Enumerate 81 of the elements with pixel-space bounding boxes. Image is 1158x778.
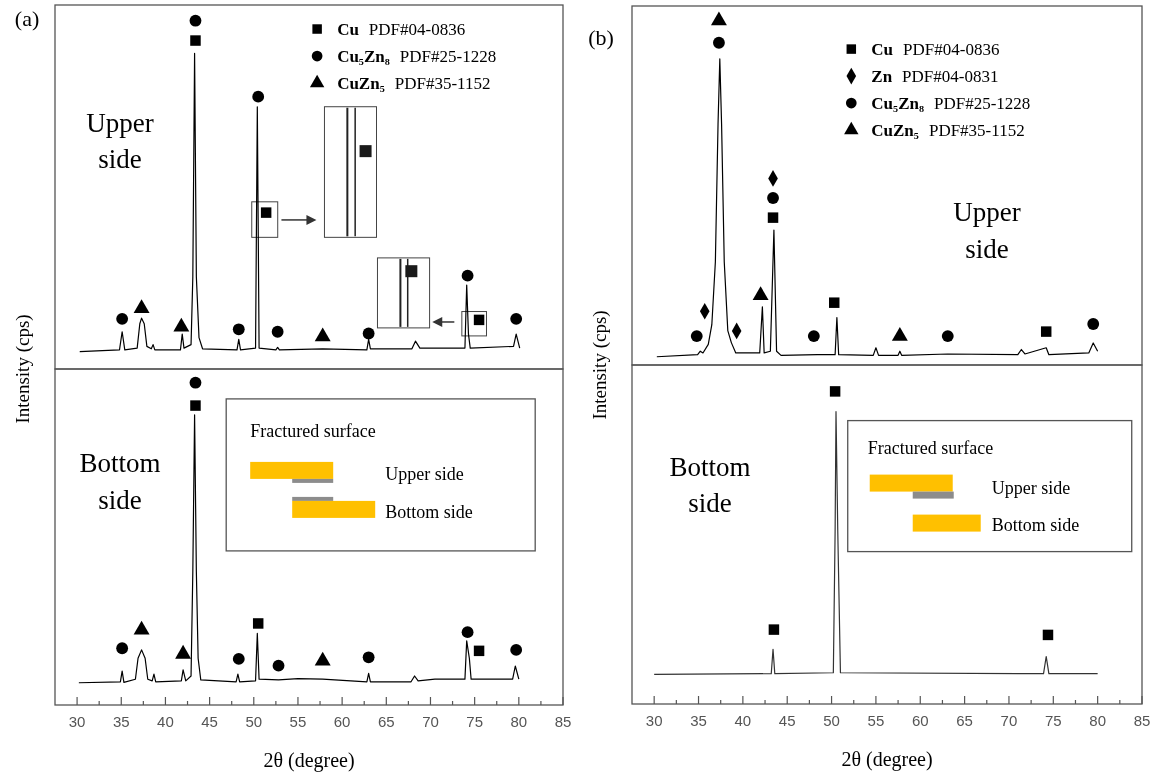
x-tick-label: 75	[466, 713, 483, 730]
annotation: Bottom side	[385, 501, 473, 522]
point	[362, 651, 375, 664]
point	[941, 330, 954, 342]
point	[510, 312, 523, 325]
point	[232, 323, 245, 336]
legend-label: CuZn₅ PDF#35-1152	[337, 74, 491, 94]
legend-label: CuZn₅ PDF#35-1152	[871, 121, 1025, 141]
x-tick-label: 55	[289, 713, 307, 730]
annotation: Upper side	[953, 197, 1021, 264]
x-tick-label: 75	[1044, 712, 1062, 729]
x-tick-label: 65	[377, 713, 395, 730]
point	[232, 653, 245, 665]
x-axis-title: 2θ (degree)	[841, 748, 933, 771]
annotation: Bottom side	[991, 514, 1080, 535]
point	[461, 626, 474, 639]
legend-label: Cu₅Zn₈ PDF#25-1228	[337, 47, 497, 67]
point	[362, 327, 375, 340]
point	[189, 376, 202, 389]
point	[713, 36, 725, 49]
x-tick-label: 70	[422, 713, 439, 730]
x-tick-label: 55	[867, 712, 885, 729]
point	[116, 312, 129, 325]
annotation: Upper side	[385, 463, 464, 484]
point	[190, 35, 201, 46]
x-tick-label: 50	[245, 713, 263, 730]
point	[767, 212, 779, 223]
point	[752, 286, 769, 301]
x-tick-label: 80	[1089, 712, 1106, 729]
x-tick-label: 30	[645, 712, 663, 729]
x-tick-label: 40	[734, 712, 752, 729]
annotation: Fractured surface	[867, 437, 994, 458]
x-tick-label: 60	[333, 713, 351, 730]
point	[189, 14, 202, 27]
point	[190, 400, 201, 411]
text: (b)	[588, 25, 614, 51]
y-axis-title: Intensity (cps)	[12, 314, 34, 424]
x-tick-label: 45	[778, 712, 796, 729]
point	[828, 297, 840, 308]
point	[271, 325, 284, 338]
x-tick-label: 30	[68, 713, 86, 730]
point	[260, 207, 272, 218]
legend-label: Cu PDF#04-0836	[337, 20, 466, 40]
y-axis-title: Intensity (cps)	[589, 310, 611, 420]
point	[473, 645, 485, 657]
annotation: Upper side	[991, 477, 1071, 498]
x-tick-label: 35	[690, 712, 707, 729]
annotation: Bottom side	[669, 451, 751, 519]
annotation: Fractured surface	[250, 420, 376, 441]
point	[767, 192, 779, 204]
point	[710, 11, 727, 26]
x-tick-label: 80	[510, 713, 528, 730]
x-tick-label: 35	[112, 713, 130, 730]
legend-label: Zn PDF#04-0831	[871, 67, 999, 87]
text: (a)	[14, 6, 40, 32]
point	[272, 659, 285, 672]
x-tick-label: 50	[823, 712, 840, 729]
point	[116, 642, 129, 655]
x-tick-label: 85	[554, 713, 572, 730]
legend-label: Cu PDF#04-0836	[871, 40, 1000, 60]
x-tick-label: 40	[157, 713, 174, 730]
point	[173, 317, 190, 332]
x-axis-title: 2θ (degree)	[263, 749, 355, 772]
legend-label: Cu₅Zn₈ PDF#25-1228	[871, 94, 1031, 114]
x-tick-label: 45	[201, 713, 218, 730]
x-tick-label: 70	[1000, 712, 1018, 729]
point	[1040, 326, 1052, 337]
annotation: Upper side	[86, 108, 154, 175]
x-tick-label: 60	[911, 712, 929, 729]
x-tick-label: 65	[956, 712, 973, 729]
x-tick-label: 85	[1133, 712, 1151, 729]
point	[133, 299, 150, 313]
point	[461, 269, 474, 282]
point	[252, 90, 265, 103]
annotation: Bottom side	[79, 448, 161, 515]
point	[510, 643, 523, 656]
point	[314, 327, 331, 342]
point	[252, 618, 264, 629]
point	[1087, 318, 1100, 330]
point	[690, 330, 703, 342]
point	[807, 330, 820, 342]
